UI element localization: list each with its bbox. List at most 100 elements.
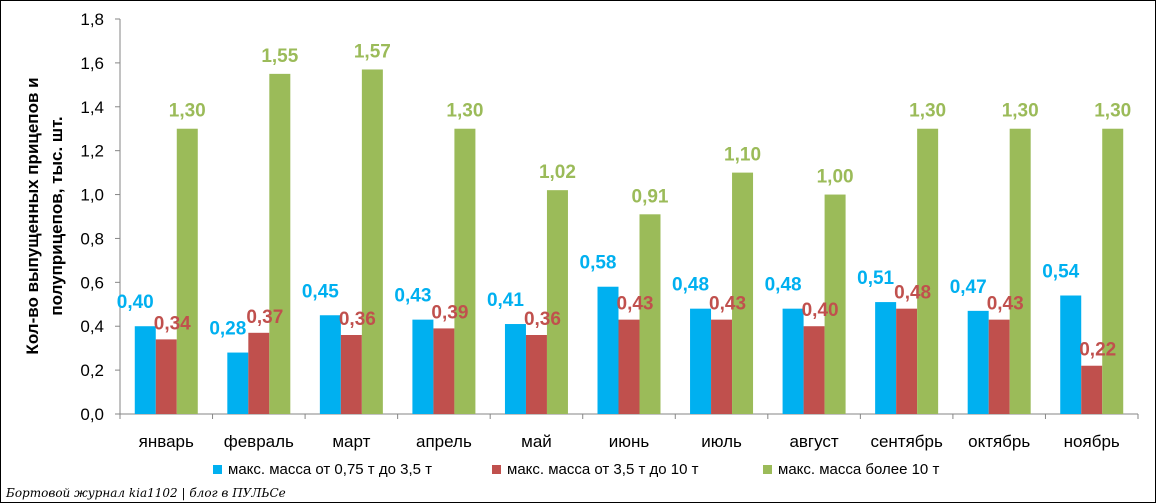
data-label: 0,43 <box>709 294 746 315</box>
x-tick-label: июнь <box>609 432 650 451</box>
y-tick-label: 1,2 <box>80 142 104 161</box>
data-label: 0,48 <box>672 275 709 296</box>
data-label: 0,45 <box>302 281 339 302</box>
bar <box>988 319 1010 414</box>
legend-label: макс. масса от 0,75 т до 3,5 т <box>228 461 432 478</box>
data-label: 0,22 <box>1079 340 1116 361</box>
data-label: 0,47 <box>950 277 987 298</box>
data-label: 0,54 <box>1042 262 1079 283</box>
bar <box>967 310 989 414</box>
data-label: 0,34 <box>154 313 191 334</box>
bar <box>433 328 455 414</box>
x-tick-label: апрель <box>416 432 472 451</box>
bar <box>711 319 733 414</box>
y-tick-label: 0,2 <box>80 361 104 380</box>
bar <box>803 326 825 414</box>
data-label: 0,43 <box>394 286 431 307</box>
data-label: 0,58 <box>580 253 617 274</box>
x-tick-label: март <box>332 432 370 451</box>
data-label: 0,48 <box>894 283 931 304</box>
data-label: 1,57 <box>354 41 391 62</box>
y-tick-label: 1,8 <box>80 10 104 29</box>
data-label: 1,30 <box>169 101 206 122</box>
data-label: 0,48 <box>765 275 802 296</box>
legend-label: макс. масса от 3,5 т до 10 т <box>507 461 699 478</box>
y-tick-label: 0,4 <box>80 317 104 336</box>
legend-label: макс. масса более 10 т <box>778 461 939 478</box>
legend-swatch <box>763 465 772 474</box>
bar <box>525 335 547 414</box>
data-label: 0,40 <box>117 292 154 313</box>
bar <box>176 128 198 414</box>
legend-swatch <box>213 465 222 474</box>
data-label: 1,10 <box>724 145 761 166</box>
y-tick-label: 0,0 <box>80 405 104 424</box>
bar <box>546 190 568 414</box>
bar <box>1081 365 1103 414</box>
bar <box>1102 128 1124 414</box>
bar <box>917 128 939 414</box>
x-tick-label: февраль <box>224 432 294 451</box>
y-axis-title: Кол-во выпущенных прицепов и полуприцепо… <box>23 77 66 354</box>
bar <box>1009 128 1031 414</box>
legend-swatch <box>492 465 501 474</box>
data-label: 1,55 <box>261 46 298 67</box>
bar <box>340 335 362 414</box>
data-label: 0,51 <box>857 268 894 289</box>
y-tick-label: 0,8 <box>80 229 104 248</box>
y-tick-label: 1,0 <box>80 186 104 205</box>
bar <box>597 286 619 414</box>
data-label: 1,00 <box>817 167 854 188</box>
data-label: 1,30 <box>909 101 946 122</box>
y-axis-title-line-1: Кол-во выпущенных прицепов и <box>23 77 42 354</box>
bar <box>639 214 661 414</box>
data-label: 0,36 <box>524 309 561 330</box>
data-label: 1,30 <box>446 101 483 122</box>
bar <box>875 302 897 414</box>
data-label: 0,40 <box>802 300 839 321</box>
data-label: 0,28 <box>209 319 246 340</box>
y-tick-label: 1,6 <box>80 54 104 73</box>
x-tick-label: январь <box>139 432 194 451</box>
y-tick-label: 1,4 <box>80 98 104 117</box>
data-label: 0,91 <box>632 186 669 207</box>
legend: макс. масса от 0,75 т до 3,5 т макс. масс… <box>213 461 939 478</box>
watermark-text: Бортовой журнал kia1102 | блог в ПУЛЬСе <box>5 486 286 500</box>
x-tick-label: август <box>789 432 838 451</box>
bar <box>618 319 640 414</box>
bar <box>454 128 476 414</box>
bar <box>690 308 712 414</box>
data-label: 1,30 <box>1002 101 1039 122</box>
bar <box>896 308 918 414</box>
data-label: 0,43 <box>617 294 654 315</box>
data-label: 0,36 <box>339 309 376 330</box>
data-label: 0,37 <box>246 307 283 328</box>
bar <box>504 324 526 414</box>
bars <box>134 69 1124 414</box>
y-tick-label: 0,6 <box>80 273 104 292</box>
bar <box>227 352 249 414</box>
data-label: 0,43 <box>987 294 1024 315</box>
x-tick-label: ноябрь <box>1064 432 1120 451</box>
bar <box>248 332 270 414</box>
bar <box>782 308 804 414</box>
bar <box>361 69 383 414</box>
data-label: 1,02 <box>539 162 576 183</box>
x-tick-label: сентябрь <box>870 432 943 451</box>
bar <box>269 73 291 414</box>
data-label: 1,30 <box>1094 101 1131 122</box>
bar <box>155 339 177 414</box>
data-label: 0,41 <box>487 290 524 311</box>
x-tick-label: октябрь <box>968 432 1030 451</box>
bar <box>824 194 846 414</box>
bar <box>412 319 434 414</box>
data-labels: 0,400,341,300,280,371,550,450,361,570,43… <box>117 41 1131 360</box>
bar <box>319 315 341 414</box>
bar <box>732 172 754 414</box>
x-tick-label: июль <box>701 432 742 451</box>
y-tick-labels: 0,0 0,2 0,4 0,6 0,8 1,0 1,2 1,4 1,6 1,8 <box>80 10 104 424</box>
data-label: 0,39 <box>431 302 468 323</box>
x-tick-labels: январь февраль март апрель май июнь июль август… <box>139 432 1120 451</box>
bar <box>134 326 156 414</box>
